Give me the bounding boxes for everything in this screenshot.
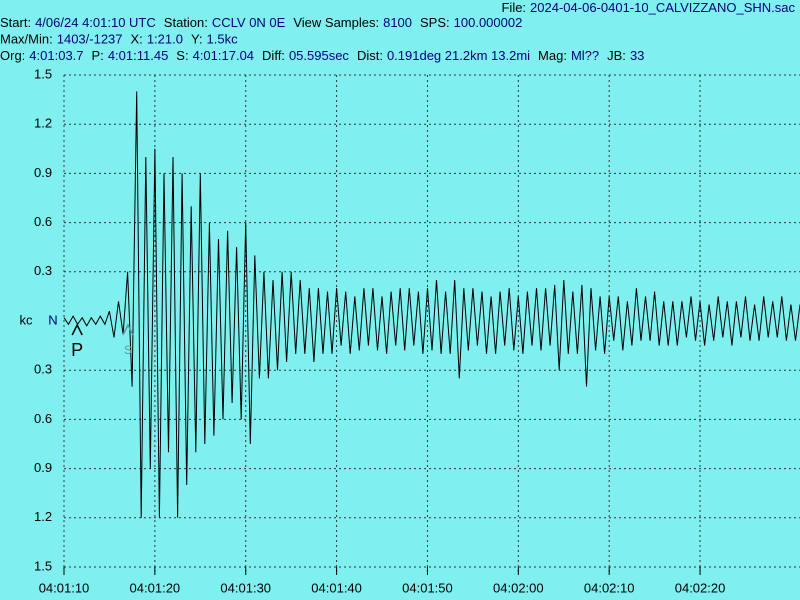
header-value: 4:01:17.04 [193, 48, 254, 63]
header-label: Org: [0, 48, 25, 63]
header-label: Dist: [357, 48, 383, 63]
channel-label: N [48, 312, 57, 327]
header-value: 1:21.0 [147, 32, 183, 47]
header-value: 4:01:11.45 [108, 48, 168, 63]
header-line: Max/Min: 1403/-1237 X: 1:21.0 Y: 1.5kc [0, 32, 238, 47]
y-tick-label: 0.6 [34, 214, 52, 229]
x-tick-label: 04:02:20 [675, 580, 726, 595]
header-label: SPS: [420, 15, 450, 30]
x-tick-label: 04:02:00 [493, 580, 544, 595]
y-tick-label: 0.9 [34, 460, 52, 475]
header-value: 0.191deg 21.2km 13.2mi [387, 48, 530, 63]
header-label: P: [92, 48, 104, 63]
y-tick-label: 0.3 [34, 263, 52, 278]
header-label: Y: [191, 32, 203, 47]
header-label: Station: [164, 15, 208, 30]
header-label: Diff: [262, 48, 285, 63]
pick-label: P [71, 340, 83, 360]
header-value: CCLV 0N 0E [212, 15, 286, 30]
y-tick-label: 1.2 [34, 116, 52, 131]
header-value: 2024-04-06-0401-10_CALVIZZANO_SHN.sac [530, 0, 795, 15]
header-label: Max/Min: [0, 32, 53, 47]
x-tick-label: 04:01:20 [130, 580, 181, 595]
header-label: X: [131, 32, 143, 47]
x-tick-label: 04:01:10 [39, 580, 90, 595]
header-line: File: 2024-04-06-0401-10_CALVIZZANO_SHN.s… [501, 0, 795, 15]
pick-label: S [124, 343, 132, 357]
header: File: 2024-04-06-0401-10_CALVIZZANO_SHN.s… [0, 0, 795, 63]
header-label: Mag: [538, 48, 567, 63]
trace [63, 91, 800, 518]
header-line: Start: 4/06/24 4:01:10 UTC Station: CCLV 0N… [0, 15, 522, 30]
x-tick-label: 04:01:50 [402, 580, 453, 595]
x-tick-label: 04:02:10 [584, 580, 635, 595]
header-value: 100.000002 [454, 15, 523, 30]
x-tick-label: 04:01:40 [311, 580, 362, 595]
header-value: 1.5kc [207, 32, 239, 47]
header-line: Org: 4:01:03.7 P: 4:01:11.45 S: 4:01:17.04 Dif… [0, 48, 644, 63]
header-value: 8100 [383, 15, 412, 30]
pick-marker [71, 323, 83, 336]
header-value: Ml?? [571, 48, 599, 63]
y-unit: kc [20, 312, 34, 327]
y-tick-label: 0.3 [34, 362, 52, 377]
y-tick-label: 0.9 [34, 165, 52, 180]
y-tick-label: 1.5 [34, 558, 52, 573]
y-tick-label: 1.5 [34, 66, 52, 81]
x-tick-label: 04:01:30 [220, 580, 271, 595]
header-label: View Samples: [293, 15, 379, 30]
header-value: 1403/-1237 [57, 32, 123, 47]
header-value: 05.595sec [289, 48, 349, 63]
header-label: File: [501, 0, 526, 15]
header-label: Start: [0, 15, 31, 30]
header-value: 4:01:03.7 [29, 48, 83, 63]
y-tick-label: 1.2 [34, 509, 52, 524]
y-tick-label: 0.6 [34, 411, 52, 426]
header-value: 4/06/24 4:01:10 UTC [35, 15, 156, 30]
header-label: JB: [607, 48, 626, 63]
header-label: S: [176, 48, 188, 63]
pick-marker [122, 323, 134, 336]
header-value: 33 [630, 48, 644, 63]
